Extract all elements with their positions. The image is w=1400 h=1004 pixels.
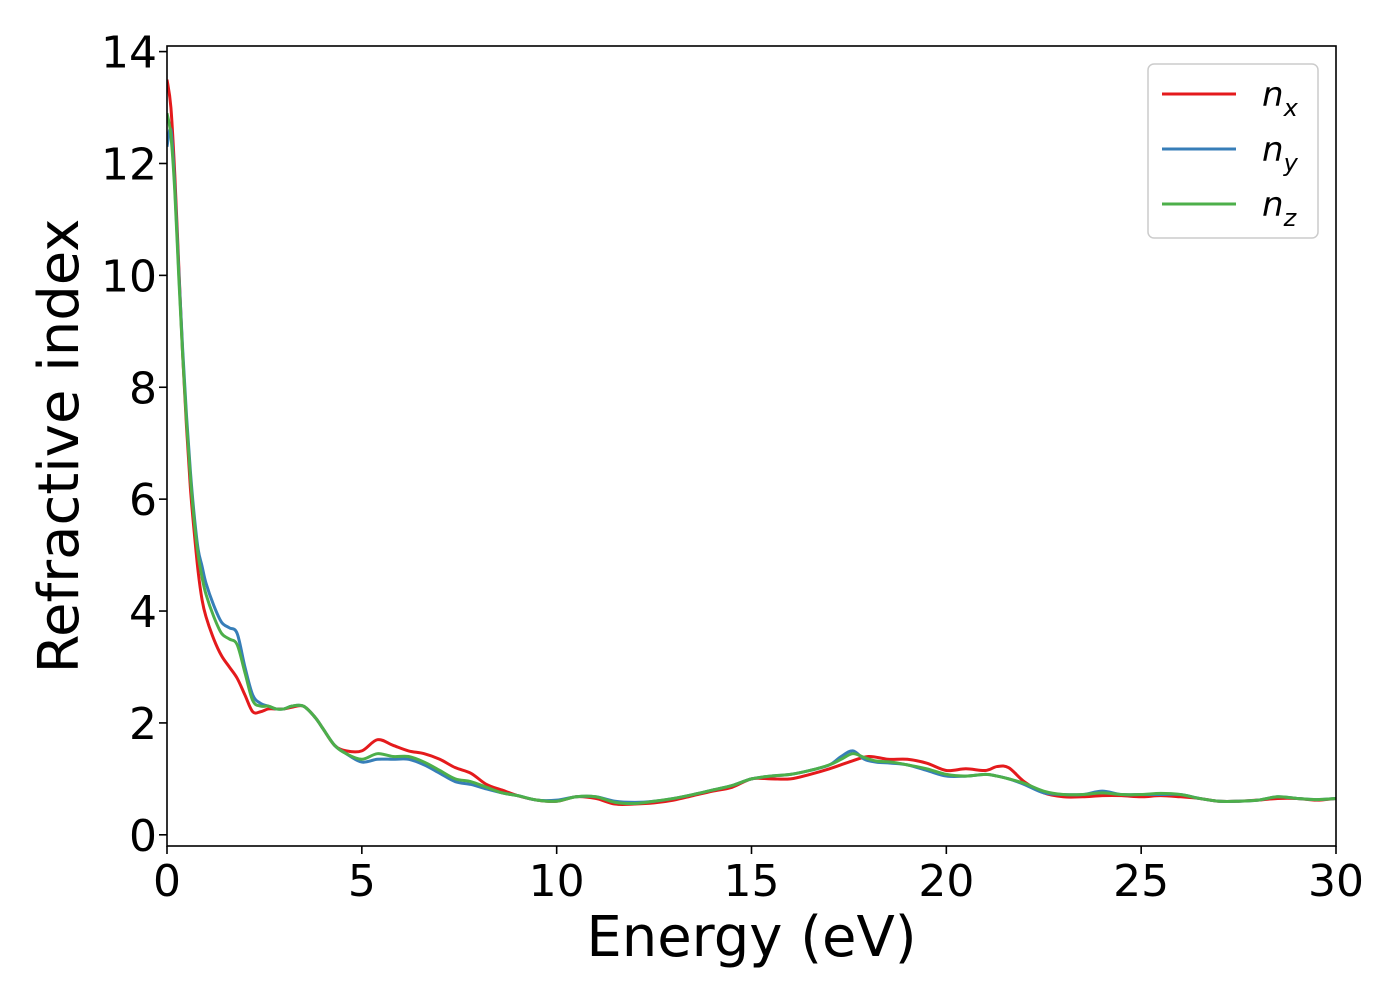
y-tick-label: 0 [129,811,157,862]
y-axis: 0 2 4 6 8 10 12 14 [101,28,167,862]
x-tick-label: 20 [918,856,974,907]
series-lines [167,79,1336,806]
x-axis-label: Energy (eV) [586,905,916,970]
y-tick-label: 14 [101,28,157,79]
y-tick-label: 8 [129,363,157,414]
legend-label: nx [1262,75,1299,122]
x-tick-label: 10 [529,856,585,907]
x-tick-label: 30 [1308,856,1364,907]
y-tick-label: 2 [129,699,157,750]
x-tick-label: 0 [153,856,181,907]
legend: nx ny nz [1147,63,1319,239]
legend-label: nz [1262,185,1298,232]
legend-entry-z: nz [1162,185,1298,232]
x-tick-label: 5 [348,856,376,907]
legend-entry-x: nx [1162,75,1299,122]
x-tick-label: 15 [724,856,780,907]
x-axis: 0 5 10 15 20 25 30 [153,846,1364,907]
x-tick-label: 25 [1113,856,1169,907]
legend-entry-y: ny [1162,130,1299,177]
y-tick-label: 12 [101,139,157,190]
y-tick-label: 10 [101,251,157,302]
legend-label: ny [1262,130,1299,177]
series-line-z [167,112,1336,806]
y-axis-label: Refractive index [27,219,92,674]
y-tick-label: 6 [129,475,157,526]
legend-box [1147,63,1319,239]
y-tick-label: 4 [129,587,157,638]
